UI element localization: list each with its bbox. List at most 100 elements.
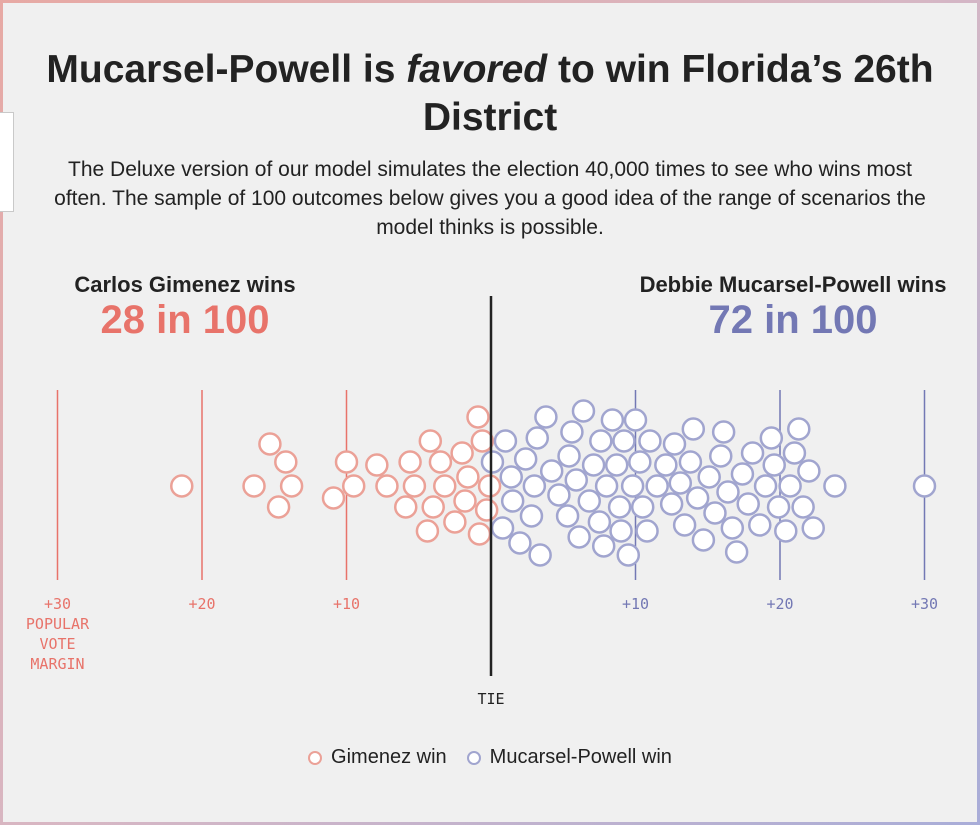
gimenez-wins-count: 28 in 100 [100,298,270,342]
mucarsel-win-dot [638,429,662,453]
gimenez-win-dot [456,465,480,489]
mucarsel-win-dot [508,531,532,555]
mucarsel-win-dot [774,519,798,543]
gimenez-win-dot [474,498,499,522]
mucarsel-win-dot [547,483,571,507]
axis-label-line: POPULAR [26,615,90,633]
gimenez-win-dot [466,405,490,429]
mucarsel-win-dot [480,450,505,474]
gimenez-win-dot [450,441,474,465]
mucarsel-win-dot [616,543,641,567]
gimenez-win-dot [453,489,477,513]
mucarsel-win-dot [748,513,772,537]
mucarsel-win-dot [594,474,619,498]
mucarsel-win-dot [587,510,612,534]
gimenez-win-dot [398,450,422,474]
mucarsel-win-dot [525,426,549,450]
chart-subtitle: The Deluxe version of our model simulate… [54,158,926,239]
title-emphasis: favored [406,48,548,91]
mucarsel-win-dot [577,489,602,513]
mucarsel-win-dot [564,468,589,492]
gimenez-win-dot [170,474,194,498]
mucarsel-win-dot [753,474,778,498]
mucarsel-win-dot [787,417,811,441]
gimenez-win-dot [428,450,453,474]
mucarsel-win-dot [609,519,633,543]
gimenez-win-dot [470,429,495,453]
gimenez-win-dot [341,474,366,498]
mucarsel-win-dot [557,444,581,468]
gimenez-win-dot [443,510,467,534]
legend-item-mucarsel: Mucarsel-Powell win [466,746,672,769]
mucarsel-win-dot [716,480,740,504]
mucarsel-win-dot [766,495,791,519]
mucarsel-win-dot [736,492,760,516]
mucarsel-win-dot [759,426,784,450]
mucarsel-win-dot [499,465,523,489]
side-tab[interactable] [0,112,14,212]
mucarsel-win-dot [654,453,678,477]
gimenez-win-dot [274,450,298,474]
legend: Gimenez win Mucarsel-Powell win [0,746,980,769]
mucarsel-win-dot [490,516,515,540]
legend-swatch-gimenez [308,750,323,765]
mucarsel-win-dot [697,465,721,489]
mucarsel-win-dot [628,450,652,474]
mucarsel-win-dot [711,420,736,444]
tie-label: TIE [477,690,504,708]
mucarsel-win-dot [604,453,629,477]
tick-labels: +30 +20 +10 +10 +20 +30 [44,595,938,613]
title-before: Mucarsel-Powell is [46,48,396,91]
axis-label-line: MARGIN [30,655,84,673]
legend-swatch-mucarsel [466,750,481,765]
mucarsel-win-dot [730,462,755,486]
mucarsel-win-dot [724,540,749,564]
mucarsel-win-dot [691,528,716,552]
mucarsel-win-dot [581,453,606,477]
mucarsel-win-dot [778,474,802,498]
mucarsel-win-dot [672,513,697,537]
mucarsel-win-dot [645,474,669,498]
mucarsel-win-dot [571,399,596,423]
gimenez-win-dot [375,474,399,498]
mucarsel-win-dot [720,516,745,540]
gimenez-win-dot [418,429,443,453]
mucarsel-win-dot [493,429,518,453]
mucarsel-win-dot [912,474,937,498]
gimenez-win-dot [415,519,440,543]
mucarsel-win-dot [762,453,786,477]
gimenez-win-dot [266,495,291,519]
mucarsel-win-dot [662,432,687,456]
gimenez-win-dot [258,432,282,456]
mucarsel-wins-label: Debbie Mucarsel-Powell wins [639,272,947,297]
gimenez-win-dot [402,474,427,498]
tick-label-mucarsel-20: +20 [766,595,793,613]
mucarsel-win-dot [500,489,525,513]
gimenez-win-dot [477,474,502,498]
mucarsel-win-dot [678,450,703,474]
mucarsel-win-dot [659,492,684,516]
mucarsel-win-dot [709,444,733,468]
gimenez-win-dot [279,474,304,498]
mucarsel-win-dot [685,486,710,510]
chart-title: Mucarsel-Powell is favored to win Florid… [40,46,940,142]
outcome-dots [170,399,937,567]
gimenez-win-dot [321,486,346,510]
mucarsel-win-dot [607,495,632,519]
gimenez-win-dot [421,495,445,519]
gimenez-win-dot [393,495,418,519]
mucarsel-win-dot [519,504,544,528]
mucarsel-win-dot [522,474,547,498]
mucarsel-win-dot [635,519,659,543]
legend-label-mucarsel: Mucarsel-Powell win [489,746,672,768]
gimenez-win-dot [365,453,389,477]
mucarsel-win-dot [528,543,552,567]
mucarsel-win-dot [782,441,807,465]
mucarsel-win-dot [620,474,645,498]
legend-label-gimenez: Gimenez win [331,746,447,768]
mucarsel-win-dot [823,474,847,498]
mucarsel-win-dot [600,408,625,432]
gimenez-win-dot [433,474,457,498]
title-after: to win Florida’s 26th District [422,48,934,139]
